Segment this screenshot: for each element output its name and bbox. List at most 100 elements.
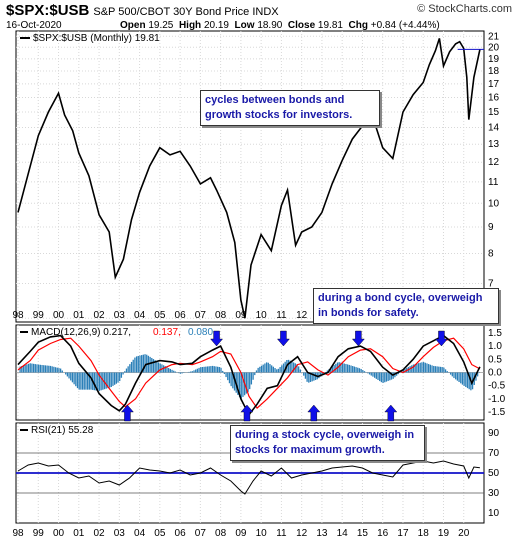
panel-frame-0 [15, 30, 485, 323]
macd-histogram-bar [238, 372, 241, 398]
price-tick-label: 19 [488, 54, 500, 65]
macd-histogram-bar [125, 368, 128, 373]
macd-histogram-bar [368, 372, 371, 375]
macd-histogram-bar [220, 367, 222, 373]
x-tick-label-bottom: 06 [175, 528, 187, 539]
price-tick-label: 8 [488, 248, 494, 259]
macd-histogram-bar [108, 372, 111, 388]
macd-histogram-bar [122, 372, 124, 375]
macd-histogram-bar [289, 360, 291, 373]
annotation-cycles: cycles between bonds and growth stocks f… [200, 90, 380, 126]
macd-histogram-bar [223, 372, 226, 374]
macd-histogram-bar [142, 354, 144, 373]
macd-histogram-bar [360, 368, 362, 373]
macd-histogram-bar [255, 370, 258, 373]
macd-histogram-bar [27, 363, 30, 373]
macd-histogram-bar [48, 365, 50, 373]
macd-histogram-bar [389, 372, 391, 381]
macd-histogram-bar [468, 372, 470, 390]
price-series-line [17, 38, 481, 319]
macd-histogram-bar [434, 366, 437, 373]
buy-arrow-up-icon [240, 404, 254, 422]
macd-histogram-bar [311, 372, 313, 382]
low-label: Low [234, 20, 255, 31]
macd-histogram-bar [213, 366, 215, 373]
symbol-text: $SPX:$USB [6, 2, 90, 19]
macd-histogram-bar [265, 362, 268, 373]
macd-histogram-bar [83, 372, 85, 390]
macd-histogram-bar [458, 372, 460, 382]
macd-histogram-bar [19, 366, 21, 373]
quote-bar: Open 19.25 High 20.19 Low 18.90 Close 19… [120, 20, 440, 31]
macd-histogram-bar [382, 372, 384, 383]
x-tick-label-upper: 98 [12, 310, 24, 321]
price-tick-label: 11 [488, 177, 499, 188]
open-label: Open [120, 20, 146, 31]
macd-histogram-bar [59, 368, 62, 373]
macd-histogram-bar [34, 364, 36, 373]
macd-histogram-bar [281, 365, 283, 373]
macd-histogram-bar [370, 372, 372, 376]
macd-histogram-bar [164, 366, 166, 373]
macd-histogram-bar [76, 372, 79, 389]
macd-histogram-bar [412, 364, 415, 373]
x-tick-label-bottom: 02 [94, 528, 106, 539]
macd-histogram-bar [43, 365, 45, 373]
macd-histogram-bar [201, 367, 204, 373]
x-tick-label-upper: 02 [94, 310, 106, 321]
x-tick-label-upper: 07 [195, 310, 207, 321]
macd-histogram-bar [387, 372, 389, 381]
macd-histogram-bar [404, 368, 406, 373]
x-tick-label-bottom: 20 [458, 528, 470, 539]
macd-histogram-bar [70, 372, 72, 381]
x-tick-label-bottom: 14 [337, 528, 349, 539]
macd-histogram-bar [205, 366, 207, 373]
macd-histogram-bar [31, 363, 33, 373]
sell-arrow-down-icon [276, 330, 290, 347]
macd-histogram-bar [206, 366, 209, 373]
macd-histogram-bar [313, 372, 315, 381]
macd-histogram-bar [49, 365, 52, 373]
macd-histogram-bar [269, 364, 271, 373]
macd-histogram-bar [343, 363, 345, 373]
macd-histogram-bar [242, 372, 244, 397]
macd-histogram-bar [107, 372, 109, 389]
x-tick-label-bottom: 00 [53, 528, 65, 539]
low-value: 18.90 [257, 20, 283, 31]
macd-legend-histogram: 0.080 [188, 327, 213, 338]
macd-histogram-bar [274, 368, 276, 373]
brand-watermark: © StockCharts.com [417, 3, 512, 15]
macd-histogram-bar [179, 372, 182, 374]
macd-histogram-bar [443, 367, 445, 373]
x-tick-label-bottom: 99 [33, 528, 45, 539]
macd-histogram-bar [429, 364, 432, 373]
macd-histogram-bar [299, 369, 302, 373]
chg-value: +0.84 (+4.44%) [370, 20, 440, 31]
macd-tick-label: -1.5 [488, 407, 506, 418]
macd-histogram-bar [38, 364, 40, 373]
x-tick-label-bottom: 04 [134, 528, 146, 539]
macd-histogram-bar [414, 364, 416, 373]
x-tick-label-upper: 08 [215, 310, 227, 321]
macd-histogram-bar [127, 366, 129, 373]
macd-histogram-bar [375, 372, 377, 379]
macd-histogram-bar [44, 365, 47, 373]
macd-histogram-bar [422, 362, 425, 373]
macd-histogram-bar [456, 372, 459, 381]
macd-histogram-bar [245, 372, 247, 394]
macd-histogram-bar [181, 372, 183, 374]
macd-histogram-bar [189, 371, 192, 373]
macd-histogram-bar [208, 366, 210, 373]
macd-histogram-bar [291, 361, 293, 373]
sell-arrow-down-icon [210, 330, 224, 347]
macd-histogram-bar [166, 367, 168, 373]
macd-histogram-bar [191, 371, 193, 373]
macd-histogram-bar [149, 356, 151, 373]
macd-histogram-bar [71, 372, 74, 383]
macd-histogram-bar [436, 366, 438, 373]
macd-histogram-bar [195, 369, 197, 373]
macd-histogram-bar [230, 372, 232, 387]
macd-histogram-bar [61, 370, 63, 373]
macd-histogram-bar [309, 372, 312, 382]
